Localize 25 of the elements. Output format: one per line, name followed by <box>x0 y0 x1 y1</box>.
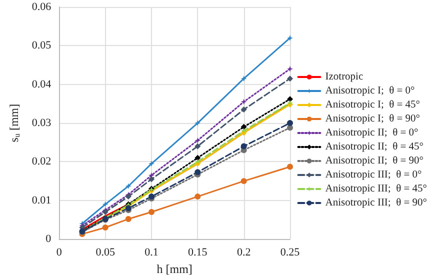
y-tick-label: 0.06 <box>32 1 52 13</box>
x-tick-label: 0.25 <box>280 246 300 259</box>
legend-label: Anisotropic II; θ = 45° <box>325 142 424 152</box>
legend-label: Anisotropic I; θ = 0° <box>325 86 415 96</box>
legend-label: Anisotropic III; θ = 0° <box>325 170 422 180</box>
y-tick-label: 0 <box>46 233 52 246</box>
x-tick-label: 0.05 <box>96 246 116 259</box>
y-tick-label: 0.04 <box>32 78 52 90</box>
legend-label: Anisotropic II; θ = 0° <box>325 128 418 138</box>
legend-label: Anisotropic I; θ = 90° <box>325 114 420 124</box>
y-tick-label: 0.05 <box>32 40 52 52</box>
x-tick-label: 0 <box>56 246 62 259</box>
legend-label: Izotropic <box>325 72 364 82</box>
x-tick-label: 0.2 <box>236 246 251 259</box>
legend-label: Anisotropic III; θ = 45° <box>325 184 428 194</box>
y-axis-title: su [mm] <box>7 104 22 142</box>
x-axis-title: h [mm] <box>156 262 192 276</box>
y-tick-label: 0.01 <box>32 194 52 206</box>
x-tick-label: 0.15 <box>188 246 208 259</box>
legend-label: Anisotropic II; θ = 90° <box>325 156 424 166</box>
y-tick-label: 0.03 <box>32 117 52 130</box>
legend-label: Anisotropic I; θ = 45° <box>325 100 420 110</box>
legend-label: Anisotropic III; θ = 90° <box>325 198 428 208</box>
x-tick-label: 0.1 <box>144 246 158 259</box>
y-tick-label: 0.02 <box>32 156 52 168</box>
